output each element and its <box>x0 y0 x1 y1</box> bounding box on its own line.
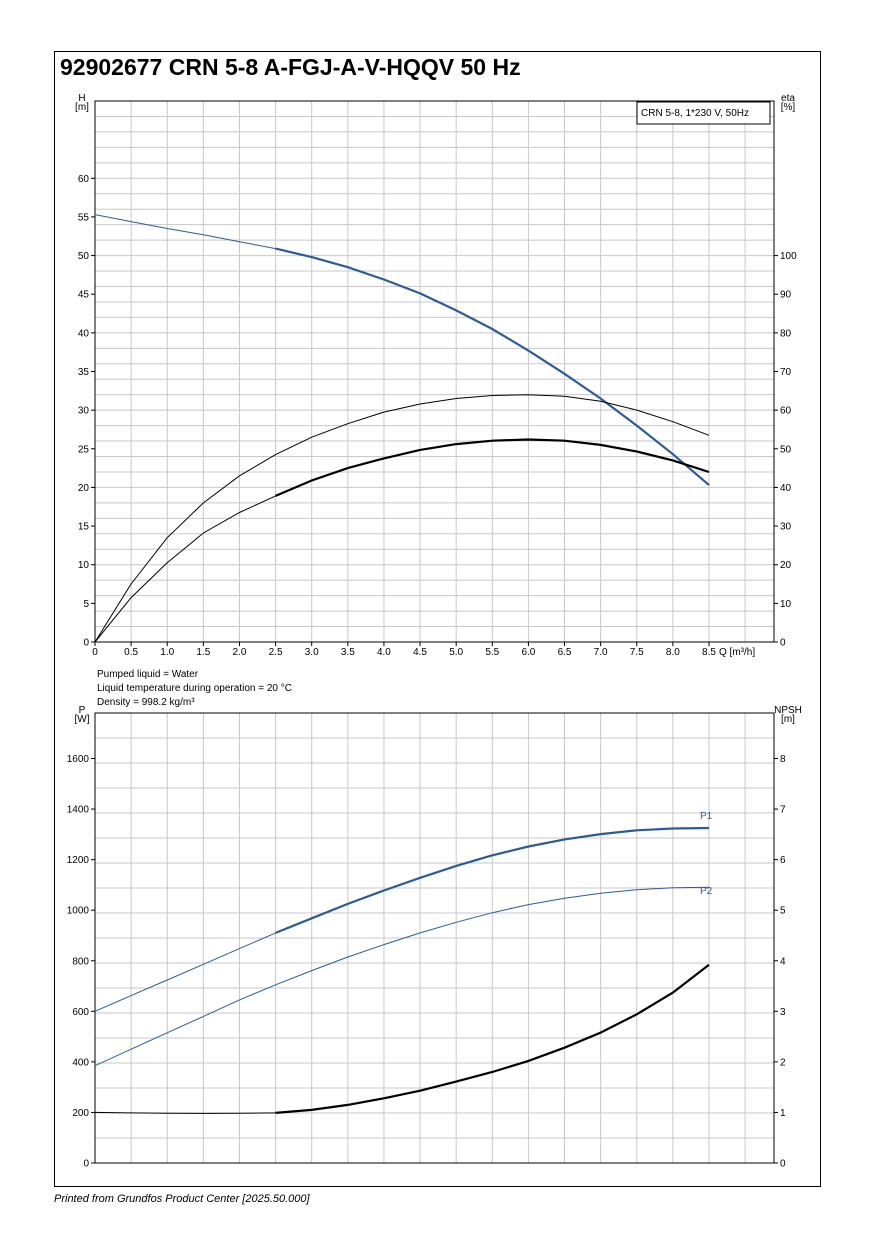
series-3-line-extrapolated <box>94 495 276 643</box>
y-left-tick-label: 1200 <box>67 855 90 866</box>
page-title: 92902677 CRN 5-8 A-FGJ-A-V-HQQV 50 Hz <box>60 54 521 80</box>
y-right-tick-label: 1 <box>780 1108 786 1119</box>
x-tick-label: 8.0 <box>666 647 680 658</box>
y-left-tick-label: 600 <box>72 1007 89 1018</box>
y-right-tick-label: 0 <box>780 1159 786 1170</box>
y-right-tick-label: 60 <box>780 406 792 417</box>
p1-line <box>275 826 710 934</box>
x-tick-label: 3.5 <box>341 647 355 658</box>
y-left-axis-label: [m] <box>75 102 89 113</box>
y-left-tick-label: 1400 <box>67 805 90 816</box>
series-2-line-extrapolated <box>94 394 710 643</box>
y-right-axis-label: [%] <box>781 102 796 113</box>
note-pumped-liquid: Pumped liquid = Water <box>97 669 199 680</box>
p1-line-extrapolated <box>94 932 276 1012</box>
y-left-axis-label: H <box>78 93 85 104</box>
x-tick-label: 0 <box>92 647 98 658</box>
y-right-tick-label: 30 <box>780 522 792 533</box>
footer-note: Printed from Grundfos Product Center [20… <box>54 1193 310 1205</box>
x-tick-label: 5.0 <box>449 647 463 658</box>
series-label-p2: P2 <box>700 886 713 897</box>
y-left-tick-label: 60 <box>78 174 90 185</box>
y-left-tick-label: 0 <box>83 1159 89 1170</box>
note-liquid-temperature: Liquid temperature during operation = 20… <box>97 683 292 694</box>
head-efficiency-chart: 0 5 10 15 20 25 30 35 40 45 50 55 60 0 10 20 30 40 50 60 70 8… <box>75 93 797 658</box>
series-label-p1: P1 <box>700 811 713 822</box>
y-left-tick-label: 45 <box>78 290 90 301</box>
y-left-tick-label: 30 <box>78 406 90 417</box>
series-3-line-extrapolated <box>94 1111 276 1114</box>
y-left-tick-label: 0 <box>83 638 89 649</box>
y-right-tick-label: 3 <box>780 1007 786 1018</box>
y-left-axis-label: [W] <box>75 714 90 725</box>
y-right-tick-label: 10 <box>780 599 792 610</box>
y-right-tick-label: 70 <box>780 367 792 378</box>
y-right-tick-label: 0 <box>780 638 786 649</box>
y-right-tick-label: 90 <box>780 290 792 301</box>
plot-frame <box>94 712 775 1164</box>
y-right-axis-label: [m] <box>781 714 795 725</box>
y-right-tick-label: 2 <box>780 1057 786 1068</box>
x-tick-label: 1.0 <box>160 647 174 658</box>
y-left-tick-label: 20 <box>78 483 90 494</box>
y-left-tick-label: 1000 <box>67 906 90 917</box>
x-tick-label: 2.0 <box>233 647 247 658</box>
y-left-tick-label: 800 <box>72 956 89 967</box>
datasheet-frame <box>54 51 821 1187</box>
y-right-tick-label: 50 <box>780 444 792 455</box>
x-axis-label: Q [m³/h] <box>719 647 755 658</box>
y-left-tick-label: 55 <box>78 212 90 223</box>
x-tick-label: 0.5 <box>124 647 138 658</box>
y-left-tick-label: 25 <box>78 444 90 455</box>
y-right-axis-label: NPSH <box>774 705 802 716</box>
y-right-tick-label: 40 <box>780 483 792 494</box>
y-right-tick-label: 4 <box>780 956 786 967</box>
y-left-tick-label: 10 <box>78 560 90 571</box>
y-left-tick-label: 15 <box>78 522 90 533</box>
y-left-tick-label: 5 <box>83 599 89 610</box>
series-3-line <box>275 963 710 1114</box>
y-left-axis-label: P <box>79 705 86 716</box>
y-right-axis-label: eta <box>781 93 795 104</box>
series-3-line <box>275 438 710 497</box>
y-right-tick-label: 5 <box>780 906 786 917</box>
y-right-tick-label: 80 <box>780 328 792 339</box>
power-npsh-chart: 02004006008001000120014001600012345678P[… <box>67 705 802 1170</box>
series-1-line <box>275 247 710 486</box>
y-left-tick-label: 50 <box>78 251 90 262</box>
p2-line-extrapolated <box>94 886 710 1067</box>
y-left-tick-label: 200 <box>72 1108 89 1119</box>
y-left-tick-label: 400 <box>72 1057 89 1068</box>
x-tick-label: 7.0 <box>594 647 608 658</box>
legend-label: CRN 5-8, 1*230 V, 50Hz <box>641 108 749 119</box>
x-tick-label: 2.5 <box>269 647 283 658</box>
x-tick-label: 4.5 <box>413 647 427 658</box>
x-tick-label: 3.0 <box>305 647 319 658</box>
y-right-tick-label: 20 <box>780 560 792 571</box>
y-left-tick-label: 35 <box>78 367 90 378</box>
series-1-line-extrapolated <box>94 214 276 250</box>
y-left-tick-label: 1600 <box>67 754 90 765</box>
gridlines <box>95 713 774 1163</box>
x-tick-label: 6.0 <box>521 647 535 658</box>
x-tick-label: 7.5 <box>630 647 644 658</box>
note-density: Density = 998.2 kg/m³ <box>97 697 195 708</box>
legend-box <box>636 101 771 125</box>
y-right-tick-label: 7 <box>780 805 786 816</box>
plot-frame <box>94 100 775 643</box>
gridlines <box>95 101 774 642</box>
y-right-tick-label: 100 <box>780 251 797 262</box>
x-tick-label: 8.5 <box>702 647 716 658</box>
y-right-tick-label: 8 <box>780 754 786 765</box>
x-tick-label: 1.5 <box>196 647 210 658</box>
x-tick-label: 6.5 <box>558 647 572 658</box>
x-tick-label: 4.0 <box>377 647 391 658</box>
y-right-tick-label: 6 <box>780 855 786 866</box>
y-left-tick-label: 40 <box>78 328 90 339</box>
x-tick-label: 5.5 <box>485 647 499 658</box>
